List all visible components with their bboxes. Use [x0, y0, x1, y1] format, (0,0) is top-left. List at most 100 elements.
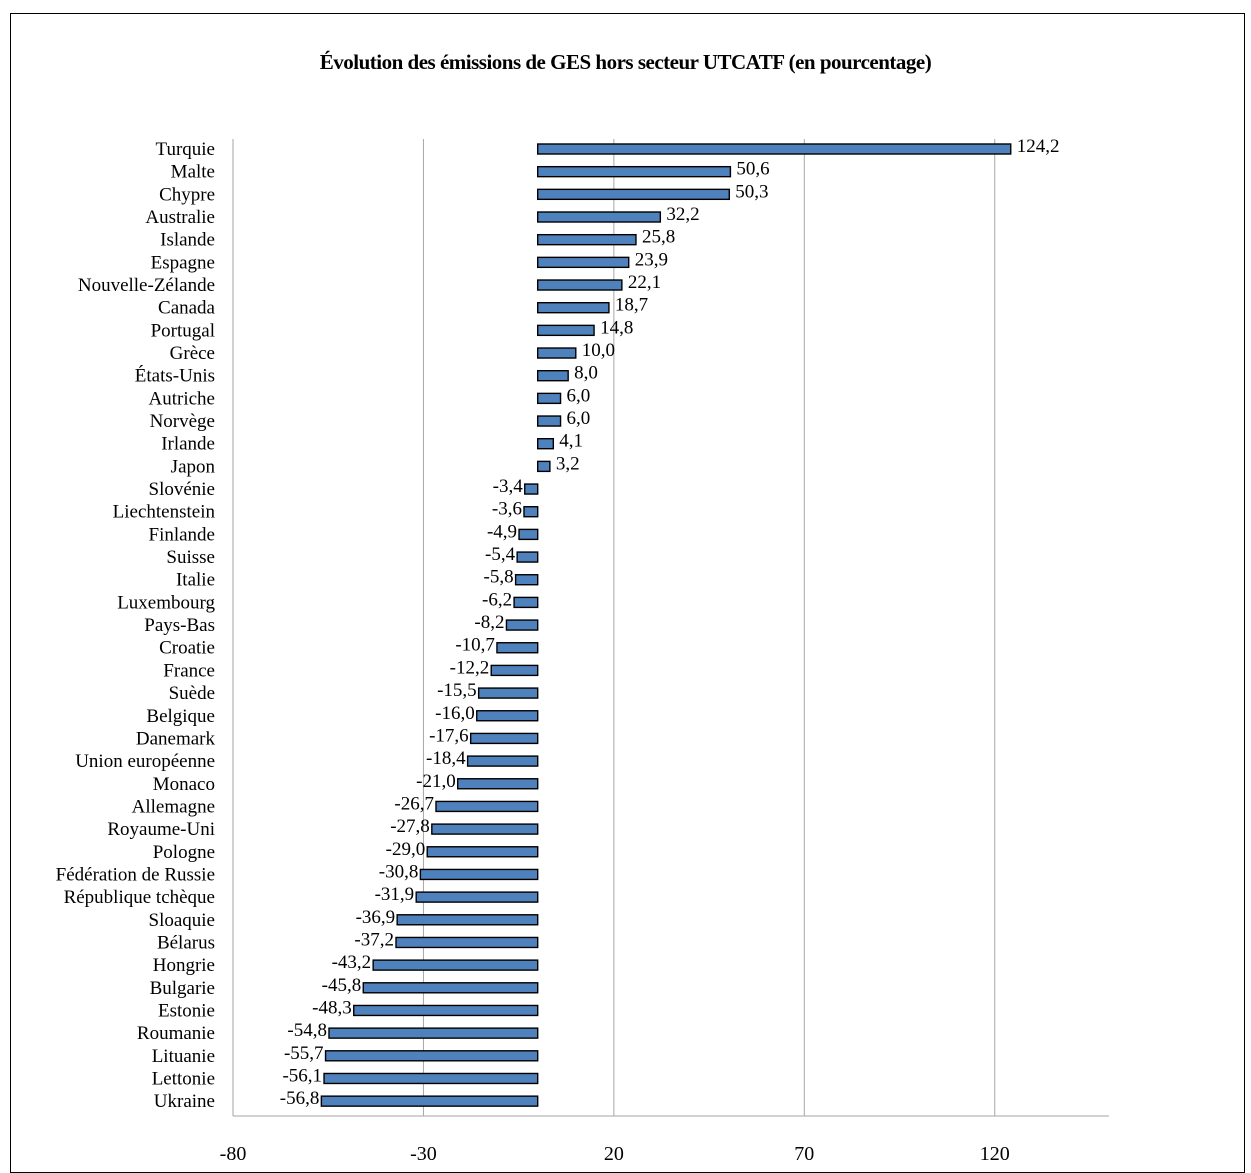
chart-title: Évolution des émissions de GES hors sect… — [319, 50, 932, 74]
data-label: -5,4 — [485, 544, 516, 565]
category-label: Bélarus — [157, 932, 215, 953]
data-label: -15,5 — [437, 680, 477, 701]
data-label: -54,8 — [287, 1020, 327, 1041]
data-label: -16,0 — [435, 703, 475, 724]
bar — [466, 755, 539, 767]
data-label: -18,4 — [426, 748, 466, 769]
category-label: Estonie — [158, 1000, 215, 1021]
category-label: Chypre — [159, 184, 215, 205]
bar — [516, 551, 539, 563]
x-tick-label: 70 — [794, 1143, 814, 1163]
bar — [536, 188, 730, 201]
data-label: -4,9 — [487, 521, 517, 542]
category-label: Turquie — [156, 139, 215, 160]
category-label: Hongrie — [153, 955, 215, 976]
bar — [435, 800, 539, 813]
data-label: 50,6 — [736, 159, 769, 180]
bar — [536, 211, 662, 223]
data-label: -45,8 — [322, 975, 362, 996]
data-label: -30,8 — [379, 861, 419, 882]
category-label: Belgique — [146, 706, 215, 727]
data-label: 4,1 — [559, 431, 583, 452]
data-label: 22,1 — [628, 272, 661, 293]
category-label: Liechtenstein — [113, 502, 216, 523]
data-label: -56,8 — [280, 1088, 320, 1109]
bar — [362, 982, 539, 994]
bar — [505, 619, 539, 631]
category-label: Espagne — [151, 252, 215, 273]
bar — [372, 959, 539, 971]
bar — [536, 301, 610, 314]
x-tick-label: -80 — [220, 1143, 247, 1163]
bar — [514, 574, 539, 586]
bar — [415, 891, 539, 903]
bar — [324, 1050, 539, 1062]
bar — [477, 687, 539, 699]
category-label: Bulgarie — [150, 978, 215, 999]
category-label: Pays-Bas — [144, 615, 215, 636]
data-label: -12,2 — [450, 657, 490, 678]
bar — [490, 664, 539, 677]
category-label: Australie — [145, 207, 215, 228]
category-label: Roumanie — [137, 1023, 215, 1044]
data-label: -29,0 — [386, 839, 426, 860]
data-label: -55,7 — [284, 1043, 324, 1064]
bar — [469, 732, 539, 745]
data-label: 124,2 — [1017, 136, 1060, 157]
category-label: Malte — [171, 162, 215, 183]
category-label: Irlande — [161, 434, 215, 455]
bar — [496, 642, 539, 654]
category-label: Pologne — [153, 842, 215, 863]
data-label: -21,0 — [416, 771, 456, 792]
bar — [536, 165, 732, 178]
category-label: Union européenne — [75, 751, 215, 772]
bar — [419, 868, 539, 881]
data-label: -48,3 — [312, 997, 352, 1018]
category-label: Lettonie — [152, 1068, 215, 1089]
x-tick-label: 120 — [980, 1143, 1010, 1163]
category-label: Monaco — [153, 774, 215, 795]
data-label: 3,2 — [556, 453, 580, 474]
x-tick-label: 20 — [604, 1143, 624, 1163]
category-label: Danemark — [136, 728, 216, 749]
category-label: Allemagne — [132, 796, 215, 817]
data-label: 6,0 — [567, 408, 591, 429]
category-label: Croatie — [159, 638, 215, 659]
bar — [513, 596, 539, 609]
bar — [353, 1004, 539, 1017]
data-label: -17,6 — [429, 725, 469, 746]
bar — [536, 143, 1012, 155]
category-label: États-Unis — [135, 365, 215, 387]
bar — [524, 483, 539, 495]
bar — [523, 506, 539, 518]
bar — [476, 710, 539, 722]
data-label: 14,8 — [600, 317, 633, 338]
category-label: Lituanie — [152, 1046, 215, 1067]
data-label: 23,9 — [635, 249, 668, 270]
data-label: -5,8 — [484, 567, 514, 588]
category-label: Nouvelle-Zélande — [78, 275, 215, 296]
category-label: Sloaquie — [149, 910, 216, 931]
data-label: 50,3 — [735, 181, 768, 202]
data-label: -26,7 — [394, 793, 434, 814]
x-tick-label: -30 — [410, 1143, 437, 1163]
category-label: Portugal — [151, 320, 215, 341]
data-label: -8,2 — [474, 612, 504, 633]
bar — [457, 778, 539, 790]
bar — [536, 438, 555, 450]
category-label: Autriche — [149, 388, 215, 409]
data-label: -37,2 — [354, 929, 394, 950]
bar — [536, 347, 577, 359]
category-label: Ukraine — [154, 1091, 215, 1112]
category-label: Suède — [169, 683, 215, 704]
bar — [536, 256, 630, 269]
bar — [536, 233, 637, 246]
bar — [396, 914, 539, 926]
data-label: -31,9 — [375, 884, 415, 905]
category-label: Canada — [158, 298, 216, 319]
category-label: Norvège — [150, 411, 215, 432]
category-label: Royaume-Uni — [107, 819, 215, 840]
category-label: Fédération de Russie — [56, 864, 215, 885]
data-label: 6,0 — [567, 385, 591, 406]
